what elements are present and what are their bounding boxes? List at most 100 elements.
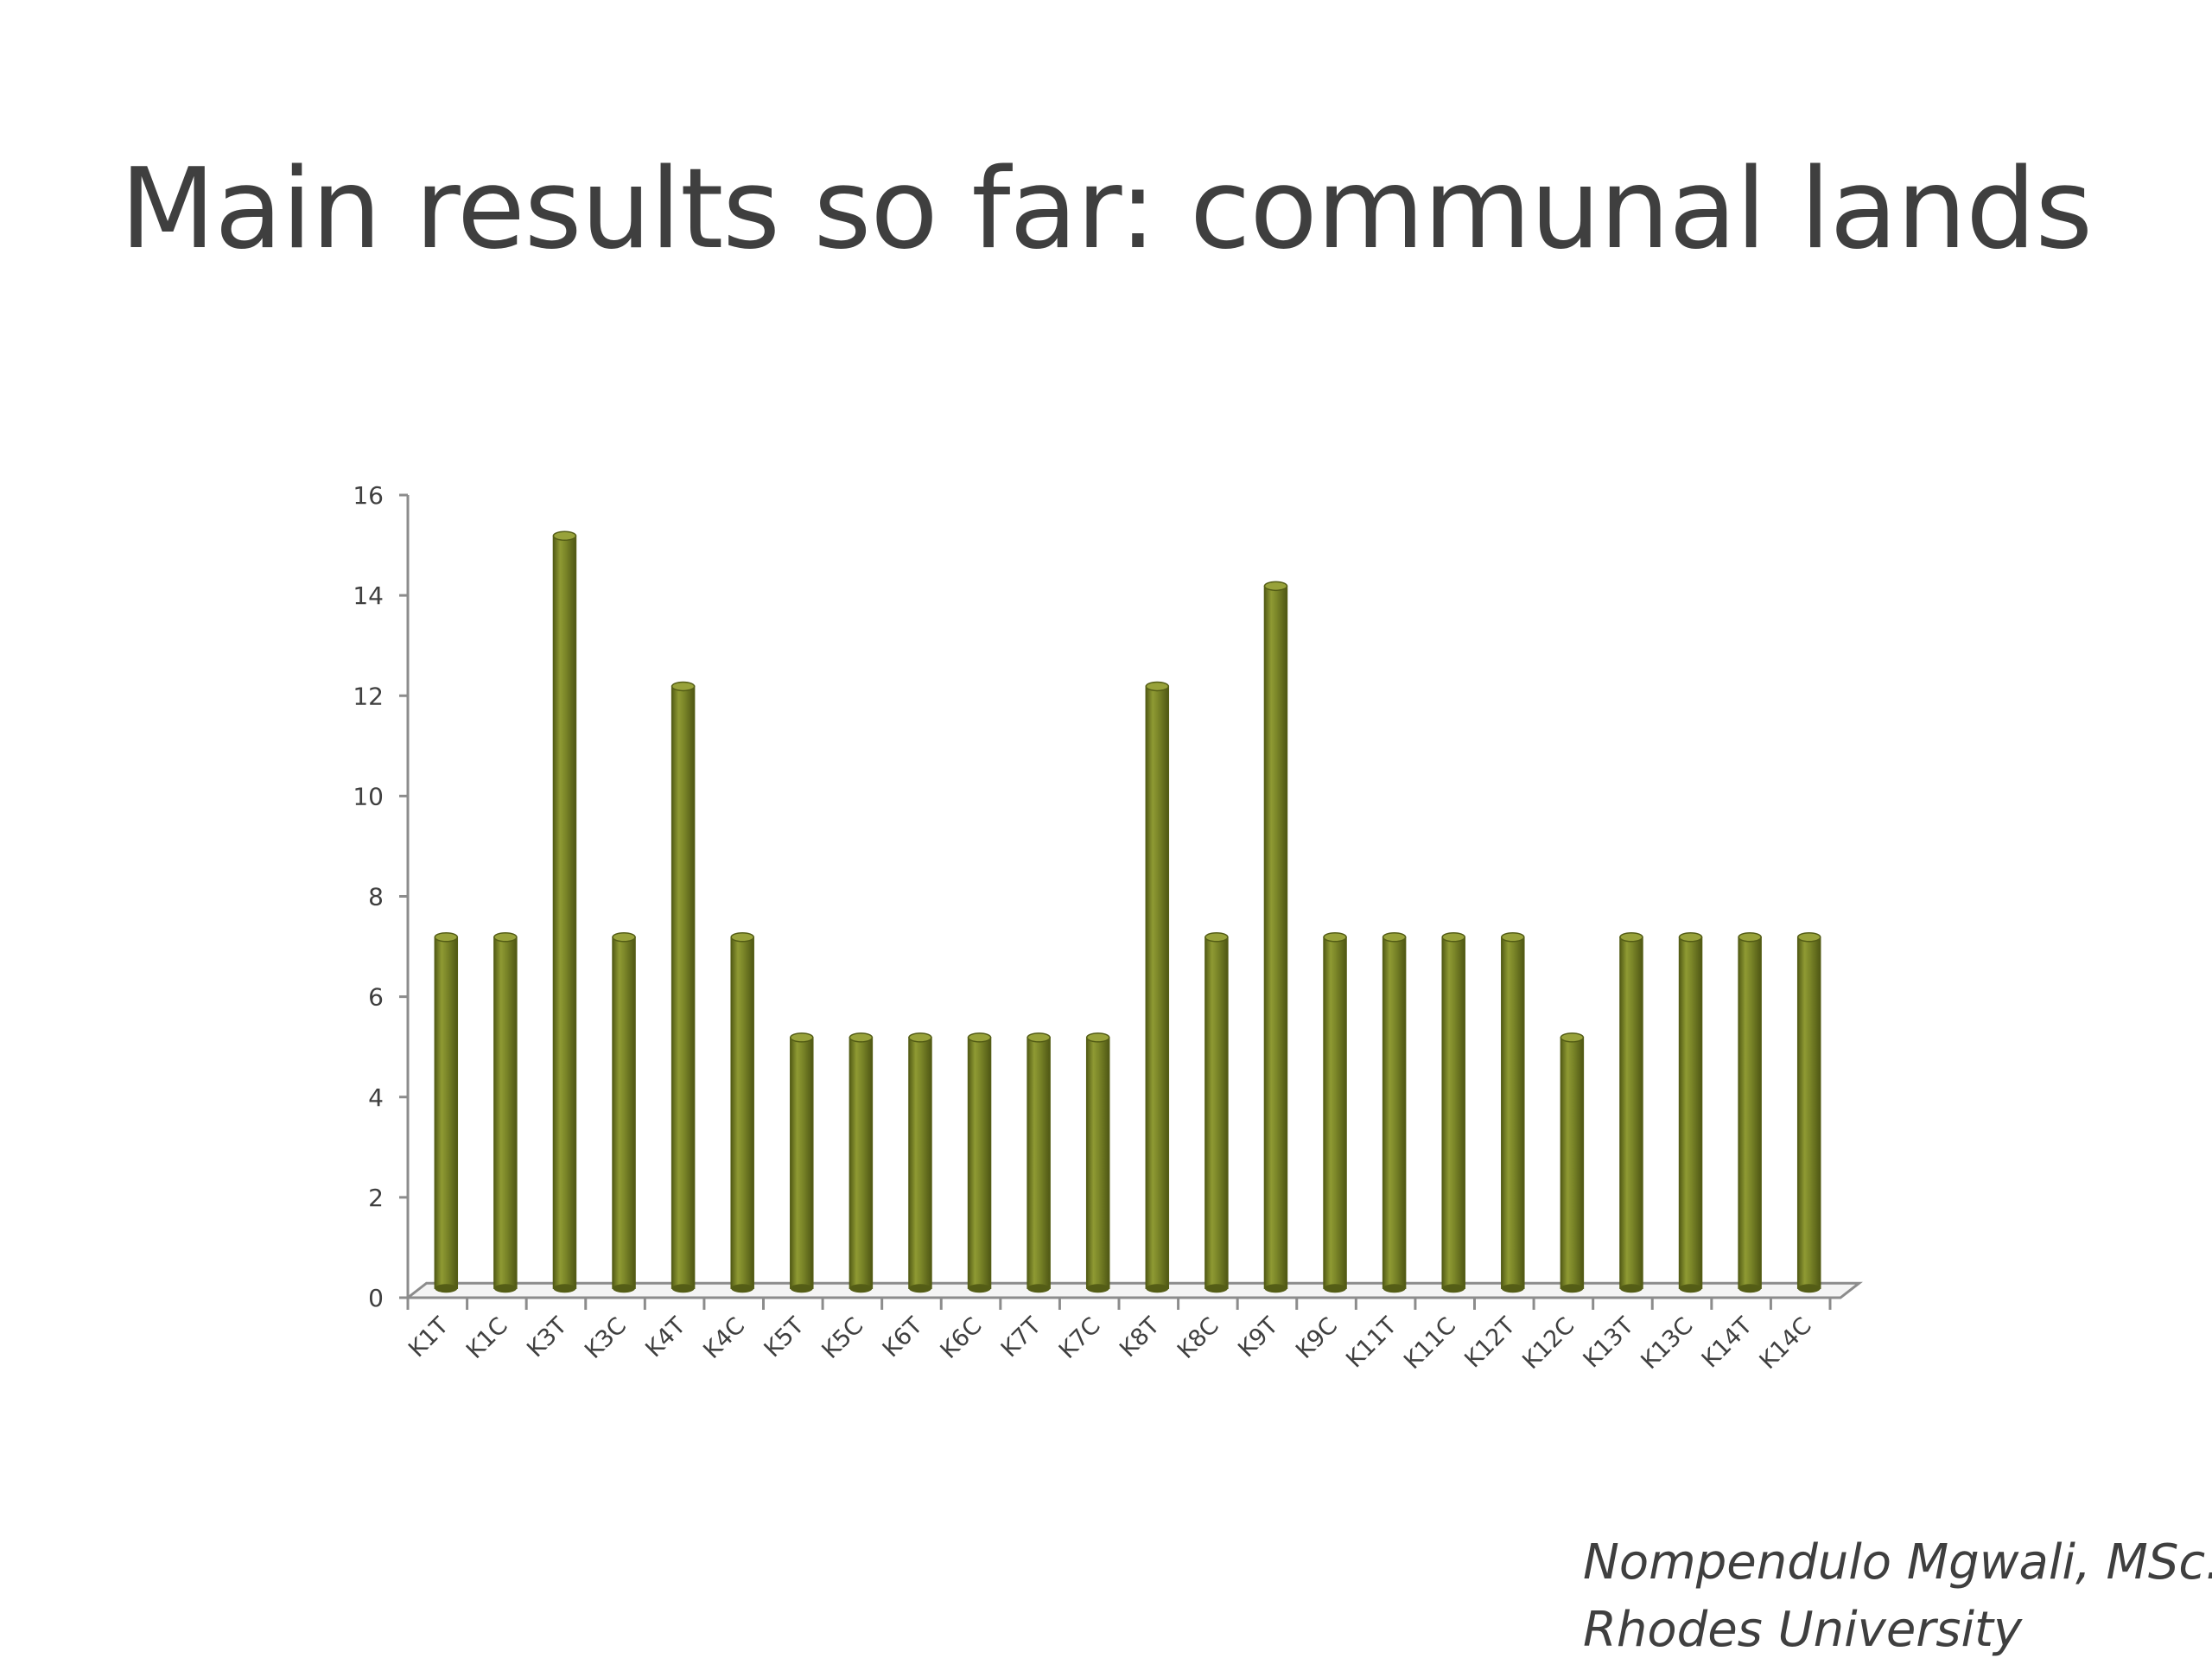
- chart-bars: [434, 530, 1821, 1293]
- attribution: Nompendulo Mgwali, MSc. Rhodes Universit…: [1583, 1529, 2212, 1664]
- bar-top: [1145, 681, 1170, 692]
- bar: [790, 1037, 814, 1289]
- bar: [434, 937, 459, 1289]
- bar: [1382, 937, 1407, 1289]
- bar-top: [671, 681, 696, 692]
- y-tick-label: 0: [368, 1284, 384, 1312]
- bar: [1145, 685, 1170, 1289]
- x-tick-label: K13T: [1579, 1312, 1640, 1374]
- bar: [1205, 937, 1229, 1289]
- bar-K6T: [908, 1032, 932, 1293]
- bar-K4T: [671, 681, 696, 1293]
- x-tick-label: K14T: [1697, 1312, 1758, 1374]
- bar-top: [1205, 932, 1229, 943]
- y-tick-label: 12: [353, 682, 384, 710]
- y-tick-label: 4: [368, 1083, 384, 1112]
- bar-K14C: [1796, 932, 1821, 1293]
- bar-top: [790, 1032, 814, 1043]
- x-tick-label: K5C: [817, 1312, 868, 1364]
- bar-base: [1501, 1284, 1524, 1293]
- bar: [1738, 937, 1762, 1289]
- x-tick-label: K11T: [1341, 1312, 1402, 1374]
- bar-K12T: [1501, 932, 1525, 1293]
- x-tick-label: K12T: [1459, 1312, 1521, 1374]
- bar-base: [493, 1284, 517, 1293]
- bar-top: [908, 1032, 932, 1043]
- bar-top: [612, 932, 636, 943]
- bar-K11T: [1382, 932, 1407, 1293]
- bar-K6C: [967, 1032, 992, 1293]
- bar-top: [1085, 1032, 1110, 1043]
- bar-top: [1323, 932, 1347, 943]
- bar-top: [1678, 932, 1703, 943]
- bar-K4C: [730, 932, 754, 1293]
- bar: [1323, 937, 1347, 1289]
- x-tick-label: K9C: [1291, 1312, 1343, 1364]
- bar-base: [1382, 1284, 1406, 1293]
- y-tick-label: 6: [368, 983, 384, 1012]
- x-tick-label: K3C: [580, 1312, 632, 1364]
- bar-top: [1738, 932, 1762, 943]
- bar: [1560, 1037, 1585, 1289]
- bar: [671, 685, 696, 1289]
- x-tick-label: K8C: [1173, 1312, 1224, 1364]
- bar: [552, 535, 577, 1289]
- bar-base: [1086, 1284, 1109, 1293]
- x-tick-label: K6T: [878, 1312, 929, 1363]
- bar-top: [1501, 932, 1525, 943]
- bar-K7T: [1027, 1032, 1051, 1293]
- bar-base: [908, 1284, 931, 1293]
- bar-top: [493, 932, 518, 943]
- bar-base: [790, 1284, 813, 1293]
- bar: [1441, 937, 1465, 1289]
- chart-axes: [399, 493, 1863, 1310]
- bar-top: [967, 1032, 992, 1043]
- bar-K7C: [1085, 1032, 1110, 1293]
- bar: [1796, 937, 1821, 1289]
- bar-K14T: [1738, 932, 1762, 1293]
- bar-base: [1442, 1284, 1465, 1293]
- y-tick-label: 16: [353, 481, 384, 510]
- bar-base: [1797, 1284, 1821, 1293]
- y-tick-label: 14: [353, 581, 384, 610]
- bar-K8T: [1145, 681, 1170, 1293]
- x-tick-label: K11C: [1399, 1312, 1461, 1375]
- x-tick-label: K1T: [404, 1312, 454, 1363]
- bar-top: [1027, 1032, 1051, 1043]
- bar-K13C: [1678, 932, 1703, 1293]
- author-name: Nompendulo Mgwali, MSc.: [1583, 1534, 2212, 1591]
- x-tick-label: K3T: [522, 1312, 573, 1363]
- bar-K9C: [1323, 932, 1347, 1293]
- bar-base: [1619, 1284, 1643, 1293]
- bar: [1619, 937, 1643, 1289]
- bar: [967, 1037, 992, 1289]
- bar-base: [671, 1284, 695, 1293]
- bar-base: [613, 1284, 636, 1293]
- x-tick-label: K1C: [461, 1312, 513, 1364]
- x-tick-label: K7T: [996, 1312, 1047, 1363]
- institution-name: Rhodes University: [1583, 1602, 2023, 1658]
- bar-base: [1738, 1284, 1762, 1293]
- bar: [730, 937, 754, 1289]
- bar-base: [849, 1284, 873, 1293]
- x-tick-label: K4T: [640, 1312, 691, 1363]
- bar-K5C: [849, 1032, 874, 1293]
- bar-base: [1027, 1284, 1051, 1293]
- bar-K3T: [552, 530, 577, 1293]
- bar-top: [1560, 1032, 1585, 1043]
- x-tick-label: K8T: [1115, 1312, 1166, 1363]
- x-tick-label: K14C: [1755, 1312, 1817, 1375]
- bar-top: [1441, 932, 1465, 943]
- bar-base: [1146, 1284, 1169, 1293]
- x-tick-label: K6C: [936, 1312, 988, 1364]
- bar: [1678, 937, 1703, 1289]
- bar-top: [1263, 581, 1288, 592]
- bar: [849, 1037, 874, 1289]
- y-tick-label: 2: [368, 1184, 384, 1212]
- bar-K1C: [493, 932, 518, 1293]
- bar-K13T: [1619, 932, 1643, 1293]
- bar-top: [434, 932, 459, 943]
- bar: [1027, 1037, 1051, 1289]
- bar: [908, 1037, 932, 1289]
